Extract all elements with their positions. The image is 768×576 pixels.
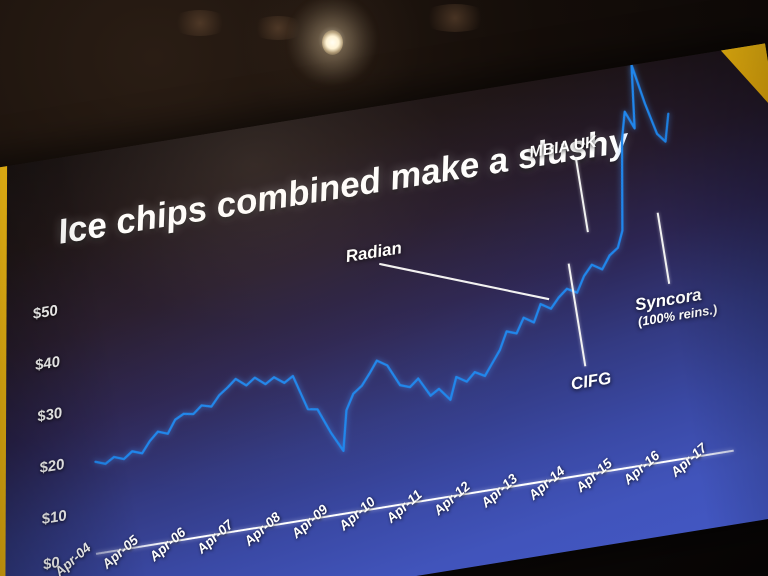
slide-surface: Ice chips combined make a slushy Price (… xyxy=(0,43,768,576)
projected-slide: Ice chips combined make a slushy Price (… xyxy=(0,43,768,576)
ceiling-light-1 xyxy=(170,10,230,36)
ceiling-light-2 xyxy=(250,16,306,40)
slide-accent-wedge-right xyxy=(648,43,768,178)
y-tick-30: $30 xyxy=(36,404,64,426)
ceiling-light-3 xyxy=(420,4,490,32)
chart-plot-area xyxy=(54,63,728,553)
spotlight-icon xyxy=(322,30,343,55)
y-tick-10: $10 xyxy=(40,507,68,529)
y-tick-20: $20 xyxy=(38,455,66,477)
price-series-line xyxy=(94,63,670,466)
leader-line-radian xyxy=(379,262,550,301)
y-tick-40: $40 xyxy=(33,353,62,375)
